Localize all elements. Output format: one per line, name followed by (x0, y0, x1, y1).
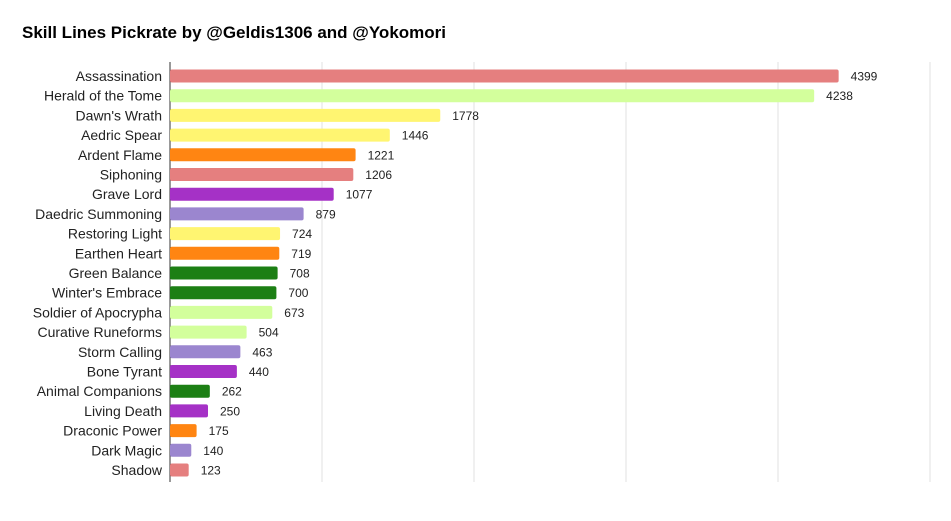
category-label: Dark Magic (91, 442, 162, 458)
bar (170, 463, 189, 477)
category-label: Curative Runeforms (38, 324, 163, 340)
grid-lines (169, 62, 931, 482)
chart-title: Skill Lines Pickrate by @Geldis1306 and … (22, 23, 446, 42)
bar (170, 148, 356, 162)
data-label: 708 (290, 267, 310, 281)
bar (170, 384, 210, 398)
data-label: 250 (220, 404, 240, 418)
category-label: Green Balance (69, 265, 163, 281)
bar (170, 207, 304, 221)
category-label: Restoring Light (68, 226, 162, 242)
bar (170, 227, 281, 241)
data-label: 1206 (365, 168, 392, 182)
data-label: 440 (249, 365, 269, 379)
bar (170, 246, 280, 260)
bar (170, 108, 441, 122)
category-label: Winter's Embrace (52, 285, 162, 301)
category-label: Bone Tyrant (87, 364, 162, 380)
bar (170, 128, 390, 142)
bar (170, 443, 192, 457)
data-label: 673 (284, 306, 304, 320)
category-label: Assassination (76, 68, 162, 84)
category-label: Ardent Flame (78, 147, 162, 163)
labels: Assassination 4399 Herald of the Tome 4238 D… (33, 68, 878, 478)
bar (170, 305, 273, 319)
data-label: 879 (316, 207, 336, 221)
bar (170, 365, 237, 378)
data-label: 724 (292, 227, 312, 241)
category-label: Living Death (84, 403, 162, 419)
bar (170, 345, 241, 359)
bar (170, 266, 278, 280)
data-label: 1778 (452, 109, 479, 123)
bar (170, 424, 197, 438)
category-label: Storm Calling (78, 344, 162, 360)
bar (170, 404, 208, 418)
data-label: 140 (203, 444, 223, 458)
category-label: Daedric Summoning (35, 206, 162, 222)
data-label: 4399 (851, 70, 878, 84)
bar (170, 286, 277, 300)
category-label: Earthen Heart (75, 245, 162, 261)
data-label: 1446 (402, 129, 429, 143)
category-label: Shadow (111, 462, 162, 478)
data-label: 700 (288, 286, 308, 300)
data-label: 719 (291, 247, 311, 261)
data-label: 123 (201, 464, 221, 478)
bar (170, 89, 815, 103)
data-label: 463 (252, 345, 272, 359)
data-label: 175 (209, 424, 229, 438)
data-label: 1077 (346, 188, 373, 202)
bar (170, 168, 354, 181)
category-label: Dawn's Wrath (76, 107, 162, 123)
category-label: Draconic Power (63, 423, 162, 439)
data-label: 1221 (368, 148, 395, 162)
data-label: 262 (222, 385, 242, 399)
bar (170, 69, 839, 83)
category-label: Grave Lord (92, 186, 162, 202)
category-label: Herald of the Tome (44, 88, 162, 104)
category-label: Aedric Spear (81, 127, 162, 143)
category-label: Animal Companions (37, 383, 162, 399)
data-label: 504 (259, 326, 279, 340)
category-label: Siphoning (100, 167, 162, 183)
bar (170, 325, 247, 339)
category-label: Soldier of Apocrypha (33, 304, 162, 320)
data-label: 4238 (826, 89, 853, 103)
bar (170, 187, 334, 201)
bars (170, 69, 839, 477)
